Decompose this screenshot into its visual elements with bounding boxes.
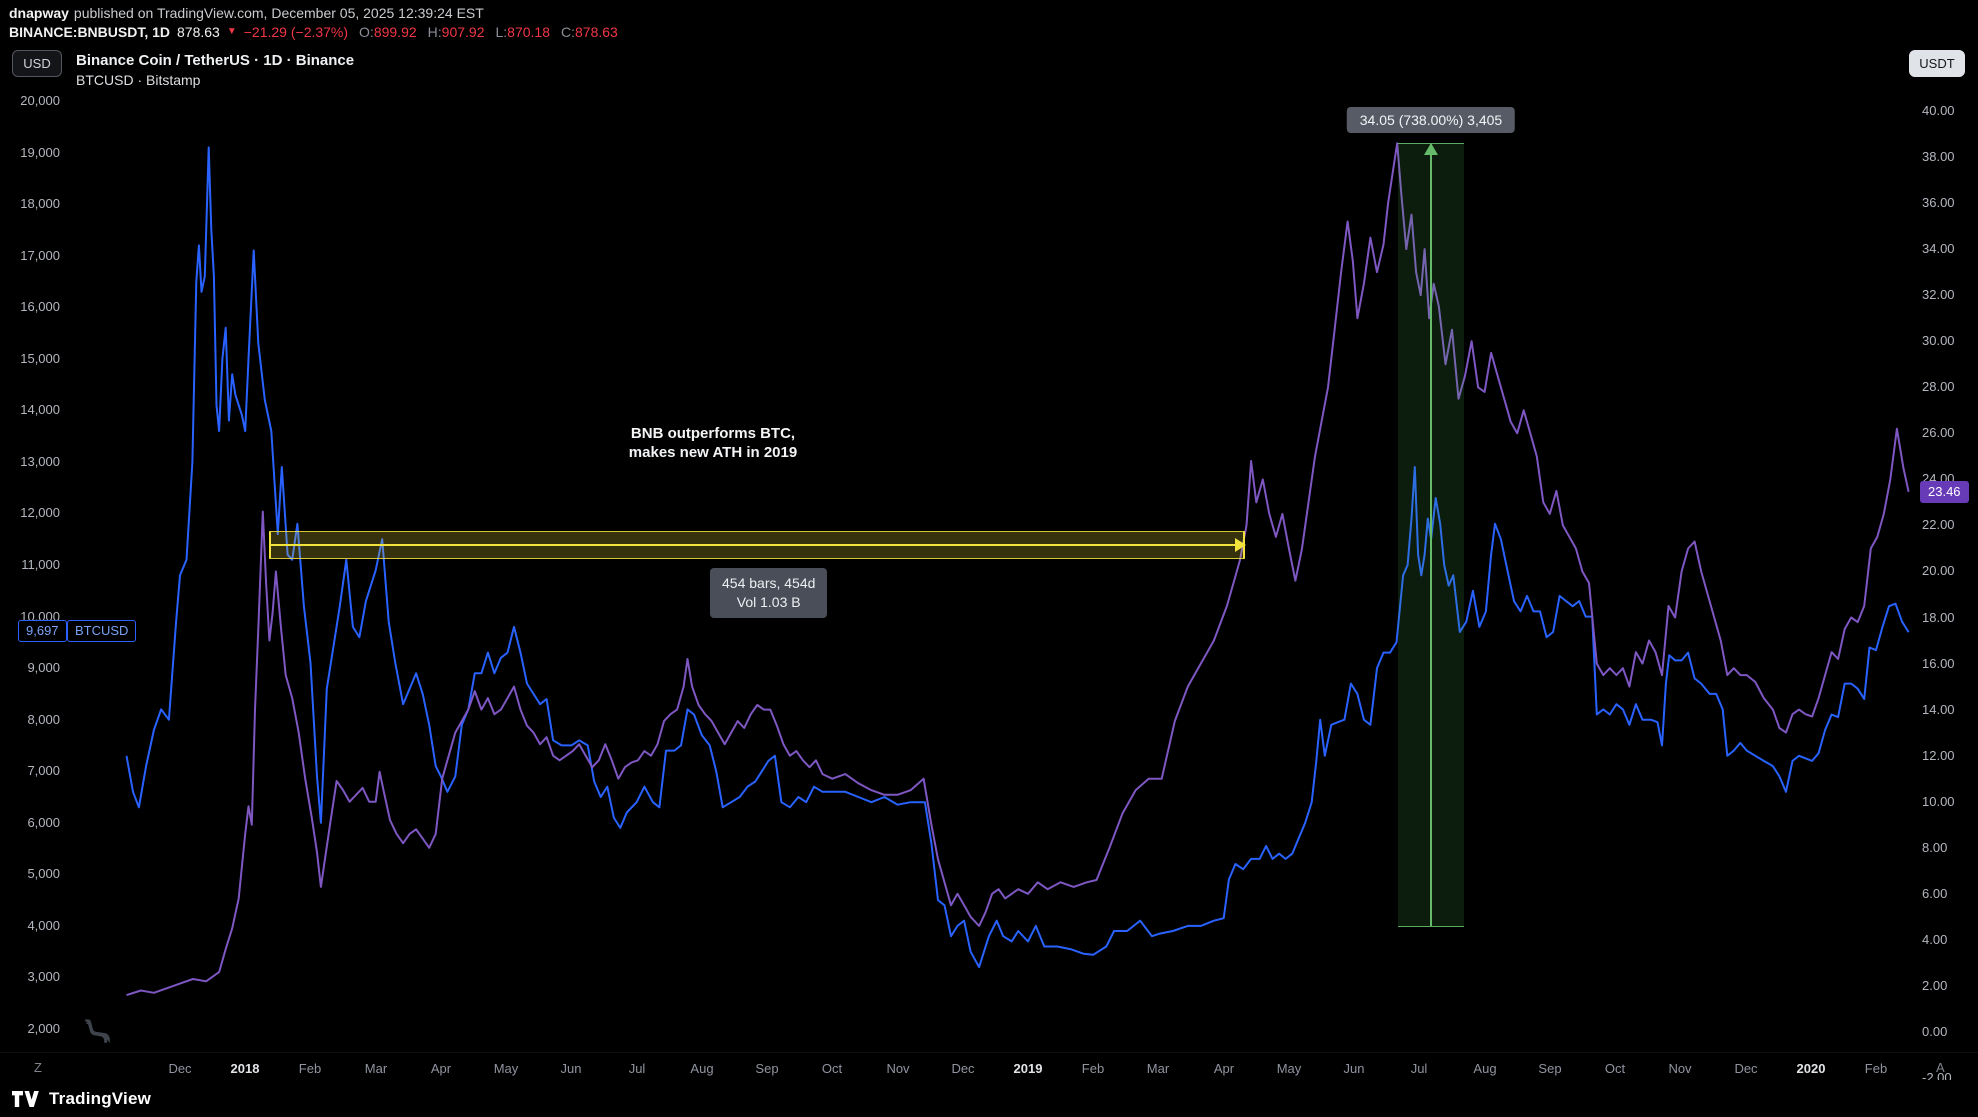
time-axis-tick: 2019 xyxy=(1013,1061,1043,1076)
price-range-label: 34.05 (738.00%) 3,405 xyxy=(1346,107,1516,133)
time-axis-tick: Sep xyxy=(1538,1061,1562,1076)
time-axis-tick: 2020 xyxy=(1796,1061,1826,1076)
publish-header: dnapway published on TradingView.com, Dec… xyxy=(0,0,1978,44)
btc-symbol-label[interactable]: BTCUSD xyxy=(67,620,137,642)
corner-label-right: A xyxy=(1936,1060,1945,1075)
right-scale-currency-button[interactable]: USDT xyxy=(1909,50,1965,77)
ohlc-open: O:899.92 xyxy=(359,24,417,40)
time-axis-tick: 2018 xyxy=(230,1061,260,1076)
price-change: −21.29 (−2.37%) xyxy=(243,24,349,40)
legend-title[interactable]: Binance Coin / TetherUS · 1D · Binance xyxy=(76,52,355,69)
time-axis-tick: Apr xyxy=(1213,1061,1235,1076)
chart-legend: Binance Coin / TetherUS · 1D · Binance B… xyxy=(76,51,354,89)
time-axis-tick: May xyxy=(493,1061,519,1076)
date-range-line xyxy=(271,544,1236,546)
dino-icon xyxy=(85,1019,110,1043)
last-price: 878.63 xyxy=(177,24,220,40)
time-axis-tick: Nov xyxy=(886,1061,910,1076)
time-axis-tick: Oct xyxy=(821,1061,843,1076)
published-text: published on TradingView.com, December 0… xyxy=(73,5,484,21)
date-range-annotation[interactable] xyxy=(269,531,1246,559)
price-down-icon: ▼ xyxy=(226,26,237,37)
chart-area[interactable]: 2,000 3,000 4,000 5,000 6,000 7,000 8,000 9,000… xyxy=(0,44,1978,1085)
time-axis-tick: Oct xyxy=(1604,1061,1626,1076)
time-axis-tick: Feb xyxy=(1864,1061,1888,1076)
time-axis-tick: Aug xyxy=(690,1061,714,1076)
tradingview-logo-icon[interactable] xyxy=(11,1090,40,1108)
date-range-start-bar xyxy=(269,532,271,558)
time-axis[interactable]: Dec 2018 Feb Mar Apr May Jun Jul Aug Sep Oct Nov Dec… xyxy=(0,1052,1978,1080)
series-line-btcusd[interactable] xyxy=(125,146,1910,969)
time-axis-tick: Feb xyxy=(298,1061,322,1076)
legend-subtitle[interactable]: BTCUSD · Bitstamp xyxy=(76,72,201,88)
time-axis-tick: Apr xyxy=(430,1061,452,1076)
ohlc-high: H:907.92 xyxy=(427,24,485,40)
time-axis-tick: Dec xyxy=(168,1061,192,1076)
symbol-name: BINANCE:BNBUSDT, 1D xyxy=(9,24,171,40)
time-axis-tick: Jun xyxy=(1343,1061,1365,1076)
series-line-bnbusdt[interactable] xyxy=(126,142,1910,997)
price-range-arrow-icon xyxy=(1424,143,1438,155)
time-axis-tick: Jul xyxy=(1410,1061,1428,1076)
tradingview-brand[interactable]: TradingView xyxy=(49,1088,152,1108)
price-series-plot[interactable] xyxy=(0,44,1978,1080)
text-annotation-line2: makes new ATH in 2019 xyxy=(628,444,798,461)
text-annotation[interactable]: BNB outperforms BTC, makes new ATH in 20… xyxy=(629,424,797,462)
date-range-arrow-icon xyxy=(1235,538,1246,552)
footer: TradingView xyxy=(0,1080,1978,1117)
time-axis-tick: Jun xyxy=(560,1061,582,1076)
time-axis-tick: Dec xyxy=(951,1061,975,1076)
left-scale-currency-button[interactable]: USD xyxy=(12,50,62,77)
volume-label: Vol 1.03 B xyxy=(736,594,801,610)
ohlc-low: L:870.18 xyxy=(495,24,550,40)
price-range-annotation[interactable] xyxy=(1398,143,1464,927)
bnb-price-label: 23.46 xyxy=(1920,481,1969,503)
author-name: dnapway xyxy=(9,5,69,21)
bars-count-label: 454 bars, 454d xyxy=(722,575,816,591)
text-annotation-line1: BNB outperforms BTC, xyxy=(630,425,796,442)
time-axis-tick: Sep xyxy=(755,1061,779,1076)
time-axis-tick: Dec xyxy=(1734,1061,1758,1076)
time-axis-tick: Nov xyxy=(1668,1061,1692,1076)
time-axis-tick: May xyxy=(1276,1061,1302,1076)
symbol-status-line: BINANCE:BNBUSDT, 1D 878.63 ▼ −21.29 (−2.… xyxy=(9,24,1978,40)
btc-price-label: 9,697 xyxy=(18,620,67,642)
price-range-line xyxy=(1430,144,1432,926)
date-range-tooltip: 454 bars, 454d Vol 1.03 B xyxy=(710,568,828,618)
corner-label-left: Z xyxy=(34,1060,42,1075)
ohlc-close: C:878.63 xyxy=(561,24,618,40)
time-axis-tick: Mar xyxy=(364,1061,388,1076)
time-axis-tick: Feb xyxy=(1081,1061,1105,1076)
time-axis-tick: Mar xyxy=(1146,1061,1170,1076)
time-axis-tick: Aug xyxy=(1473,1061,1497,1076)
time-axis-tick: Jul xyxy=(628,1061,646,1076)
byline: dnapway published on TradingView.com, Dec… xyxy=(9,5,1978,23)
